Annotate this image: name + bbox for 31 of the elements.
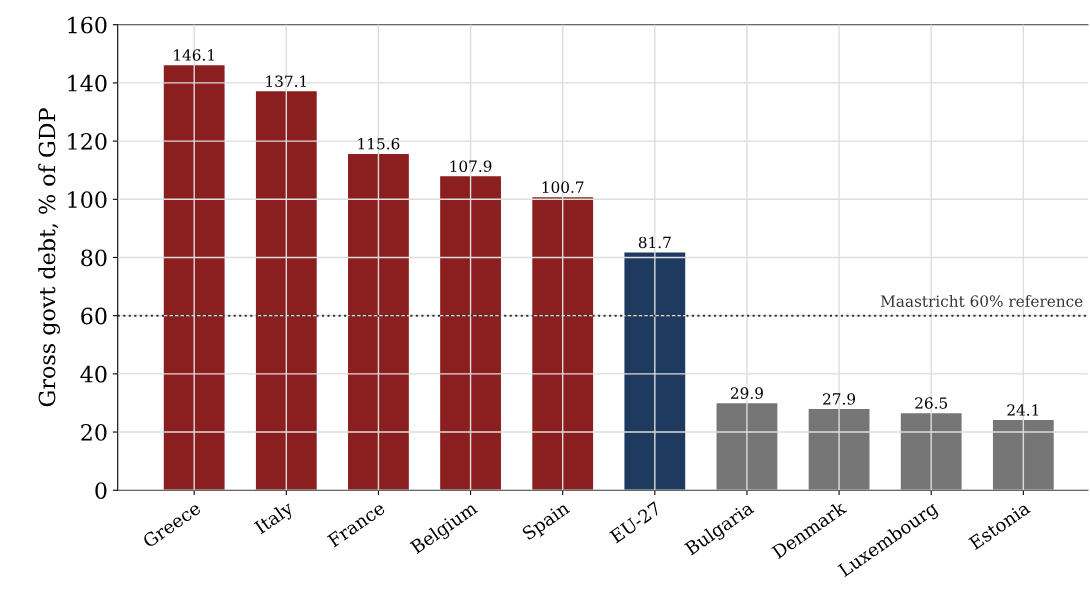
bar [716, 403, 778, 491]
y-tick-label: 100 [68, 191, 107, 209]
data-label: 29.9 [730, 387, 763, 399]
y-tick-label: 0 [95, 482, 107, 499]
y-tick-label: 140 [68, 74, 107, 92]
bar [255, 91, 317, 491]
data-label: 115.6 [358, 138, 400, 150]
y-tick-label: 80 [81, 249, 107, 267]
data-label: 27.9 [823, 393, 856, 405]
bar [348, 153, 409, 491]
bar [624, 252, 686, 491]
data-label: 24.1 [1007, 404, 1039, 416]
data-label: 107.9 [450, 160, 492, 172]
ref-line-label: Maastricht 60% reference [880, 295, 1083, 307]
data-label: 81.7 [638, 236, 671, 249]
data-label: 146.1 [174, 49, 214, 61]
y-tick-label: 40 [80, 365, 107, 383]
bar [163, 65, 225, 491]
bar [808, 409, 870, 491]
y-tick-label: 20 [81, 424, 107, 441]
y-tick-label: 120 [68, 133, 107, 150]
bar [440, 176, 501, 491]
y-tick-label: 60 [81, 307, 107, 325]
data-label: 26.5 [915, 397, 948, 409]
data-label: 137.1 [266, 75, 307, 87]
bar [900, 413, 962, 491]
bar [992, 420, 1054, 491]
y-tick-label: 160 [68, 16, 107, 34]
bar [532, 197, 594, 491]
data-label: 100.7 [542, 181, 584, 193]
y-axis-title: Gross govt debt, % of GDP [38, 108, 61, 407]
